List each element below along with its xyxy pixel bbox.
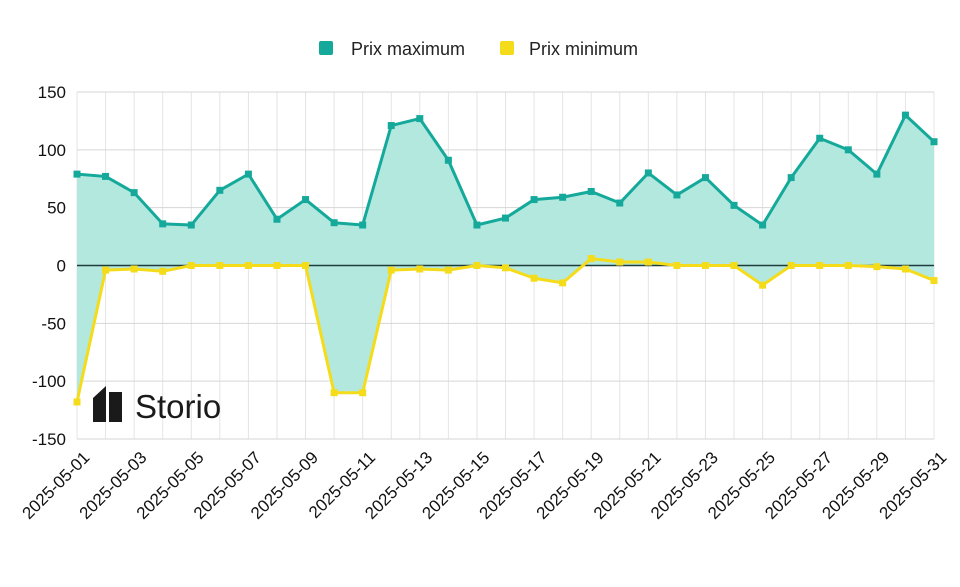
area-fill — [77, 115, 934, 402]
data-point — [844, 262, 852, 269]
data-point — [359, 221, 367, 229]
data-point — [844, 146, 852, 154]
data-point — [816, 134, 824, 142]
data-point — [387, 266, 395, 274]
series-area-0 — [77, 115, 934, 266]
y-tick-label: 0 — [57, 257, 66, 276]
data-point — [587, 255, 595, 263]
data-point — [216, 262, 224, 269]
data-point — [502, 264, 509, 272]
data-point — [159, 220, 167, 228]
x-axis-ticks: 2025-05-012025-05-032025-05-052025-05-07… — [19, 448, 951, 523]
data-point — [244, 262, 252, 269]
data-point — [559, 193, 567, 201]
data-point — [473, 221, 481, 229]
data-point — [416, 265, 424, 273]
data-point — [559, 279, 567, 287]
data-point — [273, 215, 281, 223]
data-point — [616, 199, 624, 207]
data-point — [73, 398, 81, 406]
storio-logo-icon — [93, 386, 122, 422]
data-point — [730, 262, 738, 269]
data-point — [787, 262, 795, 269]
storio-logo-text: Storio — [135, 388, 221, 425]
data-point — [530, 274, 538, 282]
data-point — [330, 389, 338, 397]
y-tick-label: -50 — [41, 314, 66, 333]
legend-swatch-max — [319, 41, 333, 55]
data-point — [816, 262, 824, 269]
data-point — [359, 389, 367, 397]
data-point — [330, 219, 338, 227]
y-tick-label: 150 — [38, 83, 66, 102]
data-point — [616, 258, 624, 266]
data-point — [673, 262, 681, 269]
data-point — [387, 122, 395, 130]
data-point — [530, 196, 538, 204]
data-point — [473, 262, 481, 269]
data-point — [130, 265, 138, 273]
data-point — [644, 169, 652, 177]
data-point — [873, 170, 881, 178]
y-tick-label: -100 — [32, 372, 66, 391]
y-axis-ticks: 150 100 50 0 -50 -100 -150 — [32, 83, 66, 449]
data-point — [873, 263, 881, 271]
data-point — [444, 266, 452, 274]
data-point — [302, 262, 310, 269]
y-tick-label: 50 — [47, 199, 66, 218]
data-point — [644, 258, 652, 266]
data-point — [102, 172, 110, 180]
data-point — [273, 262, 281, 269]
data-point — [787, 174, 795, 182]
data-point — [302, 196, 310, 204]
data-point — [187, 221, 195, 229]
data-point — [502, 214, 509, 222]
data-point — [444, 156, 452, 164]
data-point — [673, 191, 681, 199]
data-point — [216, 186, 224, 194]
data-point — [930, 277, 938, 285]
data-point — [73, 170, 81, 178]
y-tick-label: 100 — [38, 141, 66, 160]
series-points — [73, 111, 938, 406]
data-point — [416, 115, 424, 123]
legend-item-min[interactable]: Prix minimum — [500, 39, 638, 59]
storio-logo: Storio — [93, 386, 221, 425]
legend-label-min: Prix minimum — [529, 39, 638, 59]
legend-item-max[interactable]: Prix maximum — [319, 39, 465, 59]
data-point — [187, 262, 195, 269]
data-point — [130, 189, 138, 197]
data-point — [244, 170, 252, 178]
data-point — [901, 265, 909, 273]
data-point — [930, 138, 938, 146]
data-point — [701, 262, 709, 269]
data-point — [759, 221, 767, 229]
data-point — [159, 267, 167, 275]
legend-swatch-min — [500, 41, 514, 55]
data-point — [701, 174, 709, 182]
legend: Prix maximum Prix minimum — [319, 39, 638, 59]
data-point — [759, 281, 767, 289]
legend-label-max: Prix maximum — [351, 39, 465, 59]
data-point — [102, 266, 110, 274]
data-point — [730, 201, 738, 209]
data-point — [901, 111, 909, 119]
y-tick-label: -150 — [32, 430, 66, 449]
data-point — [587, 187, 595, 195]
